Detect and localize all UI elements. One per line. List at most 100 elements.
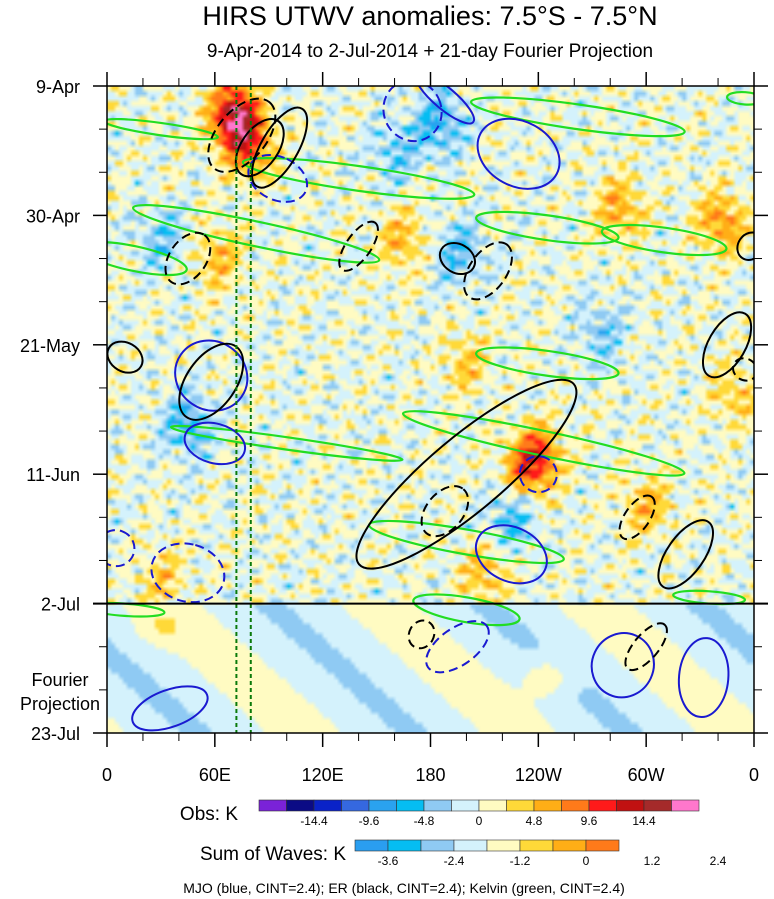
y-tick-label-2: 21-May xyxy=(20,336,80,356)
obs-colorbar-swatch-5 xyxy=(396,799,425,812)
kelvin-contour-2 xyxy=(241,156,476,200)
waves-colorbar-swatch-0 xyxy=(354,839,389,852)
x-axis: 0 60E 120E 180 120W 60W 0 xyxy=(102,72,759,785)
obs-colorbar: -14.4 -9.6 -4.8 0 4.8 9.6 14.4 xyxy=(258,799,700,828)
kelvin-contour-6 xyxy=(107,117,219,141)
obs-colorbar-label-5: 9.6 xyxy=(581,814,598,828)
kelvin-contour-8 xyxy=(475,346,620,381)
er-contour-3 xyxy=(250,106,309,189)
er-contour-15 xyxy=(624,622,668,672)
obs-colorbar-swatch-15 xyxy=(671,799,700,812)
waves-colorbar: -3.6-2.4-1.201.22.43.6 xyxy=(354,839,727,868)
kelvin-contour-4 xyxy=(600,223,728,257)
kelvin-contour-14 xyxy=(725,90,754,106)
chart-title: HIRS UTWV anomalies: 7.5°S - 7.5°N xyxy=(202,1,657,31)
waves-colorbar-title: Sum of Waves: K xyxy=(200,844,346,865)
obs-colorbar-label-4: 4.8 xyxy=(526,814,543,828)
x-tick-label-0: 0 xyxy=(102,765,112,785)
obs-colorbar-swatch-7 xyxy=(451,799,480,812)
obs-colorbar-label-6: 14.4 xyxy=(632,814,656,828)
anomaly-field-shading xyxy=(107,86,754,733)
mjo-contour-3 xyxy=(183,421,247,466)
er-contour-6 xyxy=(657,519,714,590)
waves-colorbar-swatch-2 xyxy=(420,839,455,852)
kelvin-contour-3 xyxy=(475,210,620,245)
obs-colorbar-swatch-0 xyxy=(258,799,287,812)
waves-colorbar-swatch-5 xyxy=(519,839,554,852)
er-contour-16 xyxy=(732,357,754,382)
x-tick-label-2: 120E xyxy=(302,765,344,785)
er-contour-7 xyxy=(736,231,754,261)
mjo-contour-8 xyxy=(382,86,443,143)
obs-colorbar-swatch-13 xyxy=(616,799,645,812)
x-tick-label-5: 60W xyxy=(628,765,665,785)
waves-colorbar-label-5: 2.4 xyxy=(710,854,727,868)
projection-label-line1: Fourier xyxy=(31,670,88,690)
waves-colorbar-swatch-6 xyxy=(552,839,587,852)
x-tick-label-6: 0 xyxy=(749,765,759,785)
obs-colorbar-swatch-12 xyxy=(588,799,617,812)
er-contour-2 xyxy=(234,118,285,178)
waves-colorbar-label-2: -1.2 xyxy=(510,854,531,868)
waves-colorbar-label-4: 1.2 xyxy=(644,854,661,868)
obs-colorbar-title: Obs: K xyxy=(180,804,238,825)
wave-contours xyxy=(107,86,754,732)
er-contour-9 xyxy=(207,97,277,173)
waves-colorbar-swatch-1 xyxy=(387,839,422,852)
obs-colorbar-swatch-14 xyxy=(643,799,672,812)
er-contour-0 xyxy=(355,378,578,570)
kelvin-contour-11 xyxy=(412,593,521,627)
mjo-contour-9 xyxy=(247,153,309,203)
mjo-contour-2 xyxy=(174,339,249,412)
er-contour-12 xyxy=(338,220,379,272)
er-contour-14 xyxy=(618,494,656,541)
mjo-contour-12 xyxy=(425,620,490,674)
plot-area xyxy=(93,85,768,734)
obs-colorbar-label-2: -4.8 xyxy=(414,814,435,828)
reference-longitudes xyxy=(235,86,252,733)
mjo-contour-6 xyxy=(677,637,730,718)
kelvin-contour-5 xyxy=(469,96,686,138)
kelvin-contour-9 xyxy=(169,424,404,462)
y-tick-label-4: 2-Jul xyxy=(41,595,80,615)
obs-colorbar-swatch-9 xyxy=(506,799,535,812)
obs-colorbar-label-0: -14.4 xyxy=(300,814,328,828)
er-contour-8 xyxy=(107,340,144,374)
projection-label-line2: Projection xyxy=(20,694,100,714)
obs-colorbar-swatch-1 xyxy=(286,799,315,812)
er-contour-13 xyxy=(420,485,470,538)
er-contour-4 xyxy=(438,242,477,276)
er-contour-17 xyxy=(407,619,436,650)
y-tick-label-1: 30-Apr xyxy=(26,206,80,226)
er-contour-11 xyxy=(463,241,513,301)
waves-colorbar-label-0: -3.6 xyxy=(378,854,399,868)
er-contour-5 xyxy=(701,311,753,379)
kelvin-contour-0 xyxy=(131,203,381,264)
mjo-contour-10 xyxy=(150,542,226,604)
obs-colorbar-swatch-3 xyxy=(341,799,370,812)
obs-colorbar-label-1: -9.6 xyxy=(359,814,380,828)
y-tick-label-0: 9-Apr xyxy=(36,77,80,97)
contour-legend: MJO (blue, CINT=2.4); ER (black, CINT=2.… xyxy=(183,880,625,896)
obs-colorbar-swatch-11 xyxy=(561,799,590,812)
x-tick-label-3: 180 xyxy=(415,765,445,785)
obs-colorbar-swatch-10 xyxy=(533,799,562,812)
mjo-contour-7 xyxy=(131,685,209,732)
mjo-contour-1 xyxy=(476,117,561,190)
waves-colorbar-swatch-4 xyxy=(486,839,521,852)
x-tick-label-4: 120W xyxy=(515,765,562,785)
obs-colorbar-swatch-8 xyxy=(478,799,507,812)
mjo-contour-5 xyxy=(590,632,655,699)
er-contour-10 xyxy=(164,231,212,286)
y-tick-label-5: 23-Jul xyxy=(31,724,80,744)
obs-colorbar-swatch-6 xyxy=(423,799,452,812)
waves-colorbar-label-1: -2.4 xyxy=(444,854,465,868)
chart-subtitle: 9-Apr-2014 to 2-Jul-2014 + 21-day Fourie… xyxy=(207,41,653,62)
waves-colorbar-swatch-3 xyxy=(453,839,488,852)
obs-colorbar-label-3: 0 xyxy=(476,814,483,828)
x-tick-label-1: 60E xyxy=(199,765,231,785)
y-tick-label-3: 11-Jun xyxy=(26,465,80,485)
kelvin-contour-1 xyxy=(107,240,188,277)
mjo-contour-0 xyxy=(414,86,476,125)
